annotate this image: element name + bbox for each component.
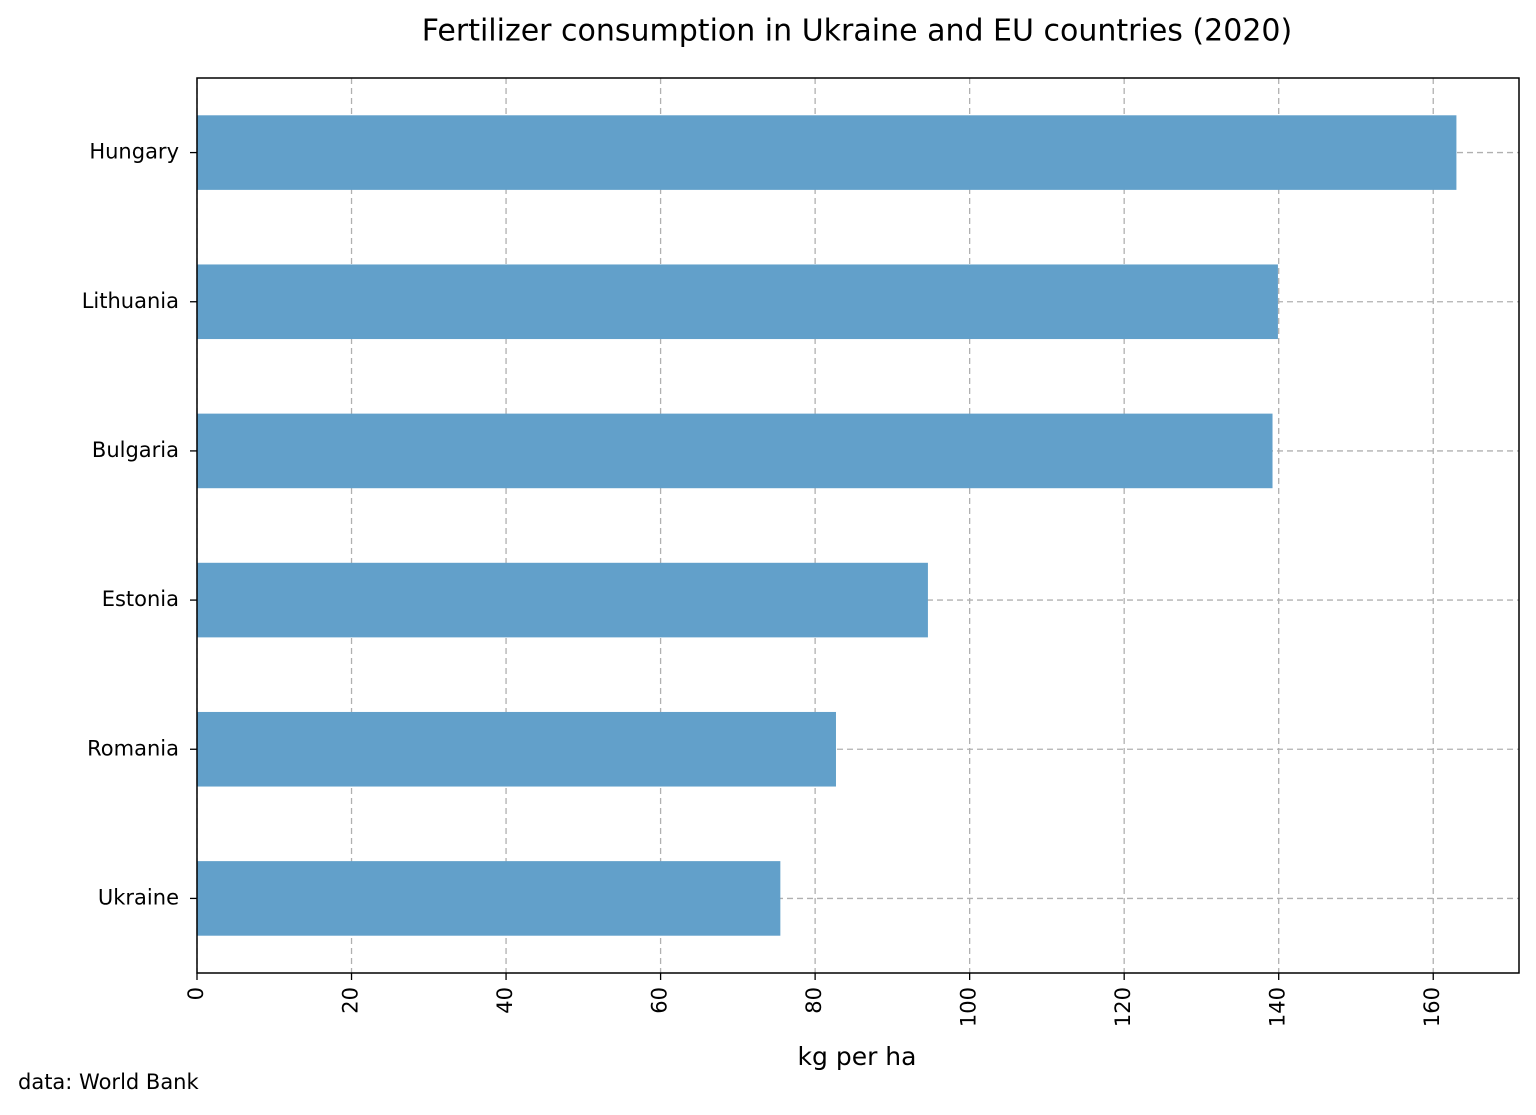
x-tick-label: 20 [339,987,363,1014]
chart-title: Fertilizer consumption in Ukraine and EU… [422,14,1292,49]
y-tick-label: Romania [87,736,179,760]
bar [197,413,1273,489]
x-tick-label: 0 [184,987,208,1000]
x-tick-label: 60 [648,987,672,1014]
source-note: data: World Bank [18,1070,199,1094]
plot-frame [196,77,1520,974]
bar [197,115,1457,190]
bar [197,861,781,936]
bar [197,711,836,787]
x-tick-label: 80 [802,987,826,1014]
y-tick-label: Estonia [102,587,179,611]
x-tick-label: 140 [1266,987,1290,1027]
x-tick-label: 160 [1420,987,1444,1027]
x-tick-label: 100 [957,987,981,1027]
x-axis-label: kg per ha [798,1042,917,1071]
bar [197,562,928,638]
y-tick-label: Hungary [89,140,179,164]
y-tick-label: Lithuania [82,289,179,313]
x-tick-label: 120 [1111,987,1135,1027]
y-tick-label: Ukraine [98,885,179,909]
bar [197,264,1278,340]
y-tick-label: Bulgaria [92,438,179,462]
x-tick-label: 40 [493,987,517,1014]
